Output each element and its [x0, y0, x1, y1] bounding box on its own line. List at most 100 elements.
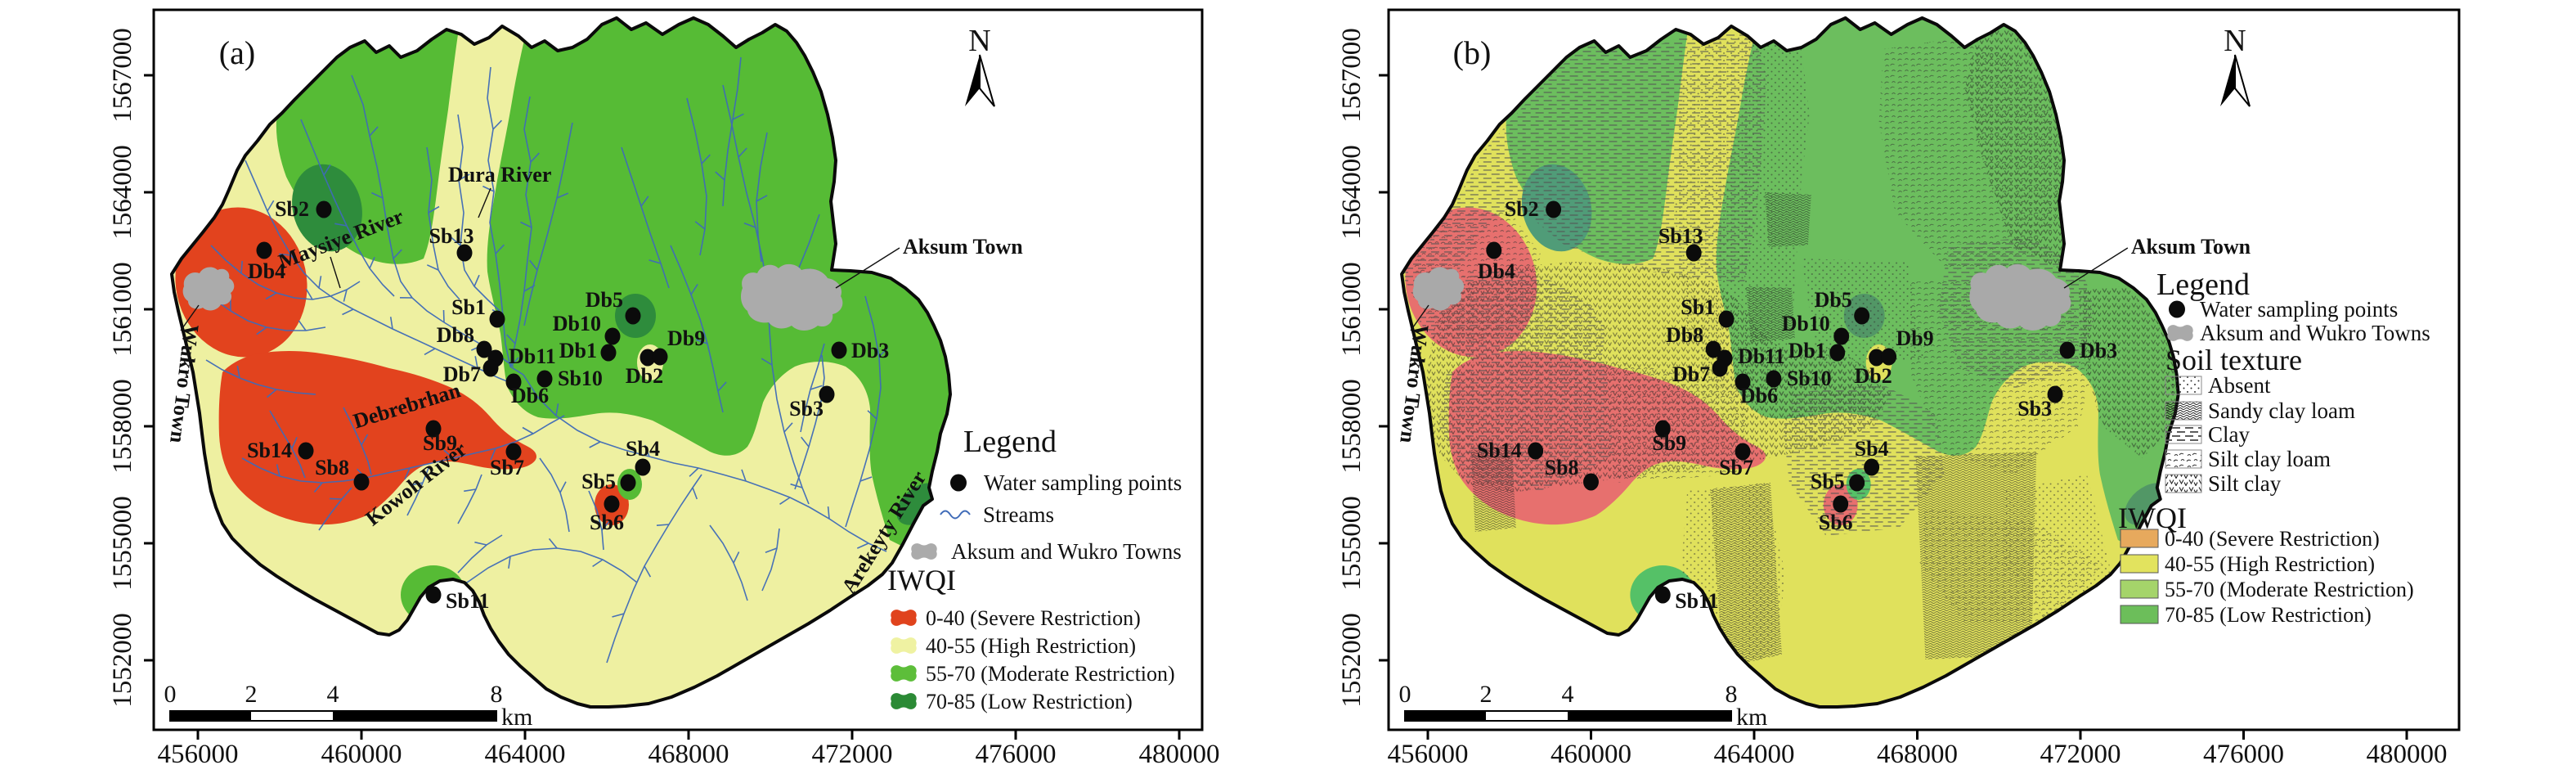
stream-twig	[529, 259, 538, 271]
sampling-point-dot	[505, 443, 522, 461]
north-label-a: N	[968, 24, 990, 58]
sampling-point-dot	[505, 373, 522, 391]
sampling-point-dot	[1833, 495, 1849, 513]
sampling-point-dot	[1546, 200, 1562, 218]
scale-unit-a: km	[501, 704, 532, 731]
x-axis-tick-label: 480000	[2367, 740, 2448, 769]
sampling-point-dot	[652, 348, 668, 366]
legend-iwqi-label: 70-85 (Low Restriction)	[926, 690, 1133, 713]
y-axis-tick-label: 1564000	[1337, 145, 1367, 240]
sampling-point-dot	[1705, 340, 1721, 358]
stream-twig	[298, 320, 307, 331]
x-axis-tick-label: 464000	[485, 740, 566, 769]
stream-twig	[404, 467, 411, 480]
stream-twig	[733, 551, 740, 564]
legend-item-streams: Streams	[983, 502, 1054, 527]
map-frame	[1387, 8, 2461, 731]
stream-twig	[592, 559, 604, 568]
x-axis-tick-label: 476000	[2203, 740, 2284, 769]
legend-water-dot	[2169, 300, 2185, 318]
sampling-point-label: Sb14	[1477, 439, 1522, 462]
legend-soil-swatch-clay	[2165, 425, 2202, 444]
stream-twig	[648, 259, 662, 264]
legend-iwqi-label: 55-70 (Moderate Restriction)	[926, 662, 1175, 686]
legend-soil-swatch-silt-clay-loam	[2165, 449, 2202, 469]
legend-iwqi-swatch	[891, 693, 917, 709]
stream-twig	[779, 497, 791, 505]
legend-a-title: Legend	[963, 425, 1057, 459]
sampling-point-label: Db7	[443, 362, 481, 386]
sampling-point-dot	[635, 458, 651, 476]
stream-twig	[473, 274, 480, 287]
iwqi-zone-severe-db4	[175, 207, 307, 358]
x-axis-tick-label: 460000	[1551, 740, 1631, 769]
x-axis-tick-label: 472000	[812, 740, 893, 769]
stream-twig	[313, 482, 323, 493]
scale-bar-segment	[333, 711, 496, 721]
stream-line	[457, 534, 503, 574]
sampling-point-label: Sb8	[1545, 456, 1579, 479]
legend-iwqi-swatch	[891, 610, 917, 626]
panel-b-letter: (b)	[1453, 34, 1492, 71]
sampling-point-dot	[1766, 370, 1782, 388]
stream-twig	[506, 334, 516, 344]
soil-pattern-silt-clay	[1426, 262, 1892, 493]
sampling-point-label: Db1	[1788, 339, 1826, 362]
sampling-point-label: Sb14	[247, 439, 292, 462]
stream-twig	[859, 476, 873, 482]
stream-twig	[371, 191, 384, 199]
stream-twig	[451, 236, 461, 246]
legend-streams-line	[940, 510, 971, 520]
stream-twig	[548, 538, 558, 549]
sampling-point-label: Sb1	[451, 295, 486, 319]
sampling-point-dot	[1583, 473, 1599, 491]
stream-twig	[266, 389, 277, 398]
sampling-point-dot	[1864, 458, 1880, 476]
stream-twig	[656, 524, 670, 526]
stream-line	[205, 359, 316, 395]
stream-line	[794, 354, 825, 490]
sampling-point-label: Db1	[559, 339, 597, 362]
sampling-point-label: Db5	[586, 288, 623, 312]
place-label-leader	[1410, 304, 1429, 331]
sampling-point-label: Sb11	[1675, 589, 1718, 613]
sampling-point-label: Db7	[1672, 362, 1710, 386]
y-axis-tick-label: 1561000	[1337, 262, 1367, 357]
watershed-boundary	[1400, 16, 2180, 709]
sampling-point-dot	[1685, 244, 1702, 262]
sampling-point-label: Sb2	[1505, 197, 1539, 221]
legend-item-towns: Aksum and Wukro Towns	[951, 539, 1182, 564]
sampling-point-dot	[604, 327, 621, 345]
sampling-point-label: Sb13	[429, 224, 474, 248]
place-label: Aksum Town	[903, 235, 1023, 259]
y-axis-tick-label: 1567000	[108, 28, 137, 123]
soil-pattern-silt-clay	[1736, 348, 1875, 421]
legend-soil-label: Silt clay loam	[2208, 447, 2331, 471]
stream-twig	[738, 147, 747, 158]
legend-soil-label: Silt clay	[2208, 471, 2282, 496]
legend-iwqi-label: 0-40 (Severe Restriction)	[2165, 527, 2380, 551]
soil-pattern-sandy-clay-loam	[1915, 452, 2037, 659]
legend-iwqi-swatch	[891, 665, 917, 682]
legend-soil-swatch-sandy-clay-loam	[2165, 401, 2202, 421]
sampling-point-dot	[1854, 307, 1870, 325]
sampling-point-label: Sb6	[590, 511, 624, 534]
place-label: Dura River	[448, 163, 551, 187]
stream-twig	[426, 264, 439, 271]
sampling-point-dot	[604, 495, 620, 513]
stream-twig	[878, 347, 888, 358]
stream-twig	[256, 326, 267, 335]
scale-unit-b: km	[1736, 704, 1767, 731]
stream-line	[457, 474, 482, 524]
stream-twig	[369, 126, 379, 137]
stream-twig	[761, 358, 773, 366]
sampling-point-dot	[298, 442, 314, 460]
stream-twig	[695, 339, 708, 344]
x-axis-tick-label: 468000	[648, 740, 729, 769]
soil-pattern-clay	[1402, 33, 1767, 319]
sampling-point-label: Db9	[1896, 326, 1934, 350]
